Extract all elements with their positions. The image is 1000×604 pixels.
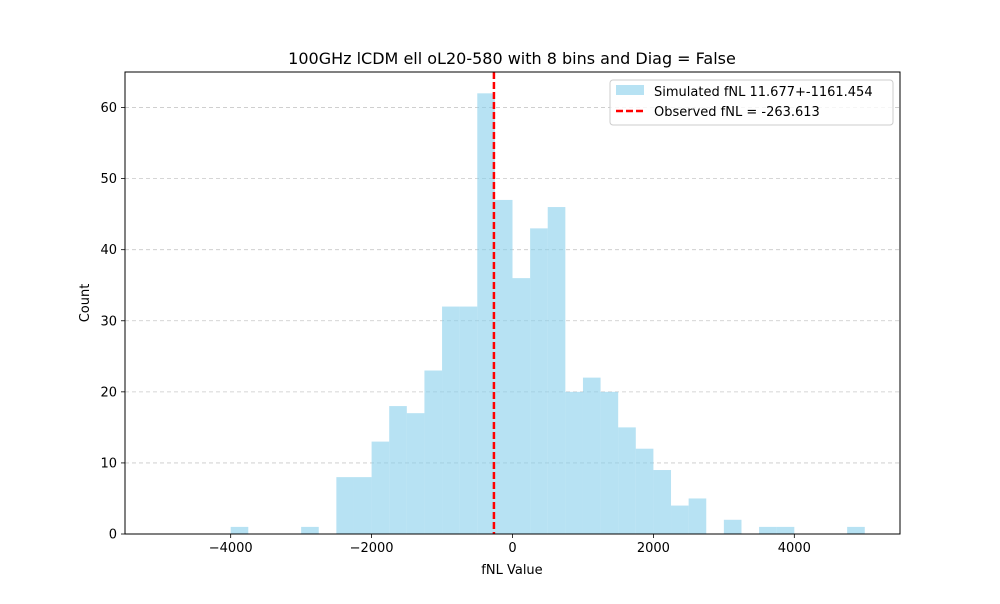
histogram-bar [635, 448, 654, 534]
histogram-bar [582, 377, 601, 534]
histogram-bar [442, 306, 460, 534]
y-tick-label: 60 [100, 101, 117, 116]
y-axis-ticks: 0 10 20 30 40 50 60 [100, 101, 125, 543]
histogram-bar [353, 477, 372, 534]
legend-label-observed: Observed fNL = -263.613 [654, 105, 820, 120]
y-tick-label: 40 [100, 243, 117, 258]
histogram-bar [759, 526, 777, 534]
histogram-bar [847, 526, 865, 534]
histogram-bar [653, 470, 672, 534]
legend: Simulated fNL 11.677+-1161.454 Observed … [609, 79, 894, 126]
x-tick-label: −4000 [209, 541, 253, 556]
histogram-bar [512, 278, 531, 534]
y-tick-label: 30 [100, 314, 117, 329]
histogram-bar [336, 477, 354, 534]
legend-label-simulated: Simulated fNL 11.677+-1161.454 [654, 85, 873, 100]
histogram-bars [230, 93, 865, 535]
y-tick-label: 0 [109, 528, 117, 543]
legend-box [609, 79, 894, 126]
y-tick-label: 50 [100, 172, 117, 187]
chart-title: 100GHz lCDM ell oL20-580 with 8 bins and… [288, 49, 736, 68]
x-tick-label: 4000 [778, 541, 811, 556]
y-tick-label: 20 [100, 385, 117, 400]
histogram-bar [477, 93, 495, 535]
histogram-bar [230, 526, 249, 534]
histogram-bar [547, 207, 566, 535]
x-tick-label: −2000 [350, 541, 394, 556]
histogram-bar [776, 526, 795, 534]
histogram-bar [406, 413, 425, 534]
histogram-bar [688, 498, 707, 534]
histogram-bar [618, 427, 636, 534]
histogram-bar [530, 228, 548, 534]
histogram-bar [723, 519, 742, 534]
histogram-bar [600, 391, 619, 534]
histogram-bar [371, 441, 390, 534]
histogram-bar [459, 306, 478, 534]
x-tick-label: 0 [508, 541, 516, 556]
histogram-bar [671, 505, 689, 534]
histogram-bar [424, 370, 443, 534]
x-axis-ticks: −4000 −2000 0 2000 4000 [209, 534, 811, 556]
histogram-bar [494, 199, 513, 534]
legend-swatch-simulated [616, 85, 644, 95]
x-tick-label: 2000 [637, 541, 670, 556]
x-axis-label: fNL Value [481, 563, 542, 578]
y-tick-label: 10 [100, 456, 117, 471]
histogram-bar [389, 406, 407, 534]
y-axis-label: Count [78, 284, 93, 323]
histogram-bar [301, 526, 319, 534]
histogram-bar [565, 391, 583, 534]
